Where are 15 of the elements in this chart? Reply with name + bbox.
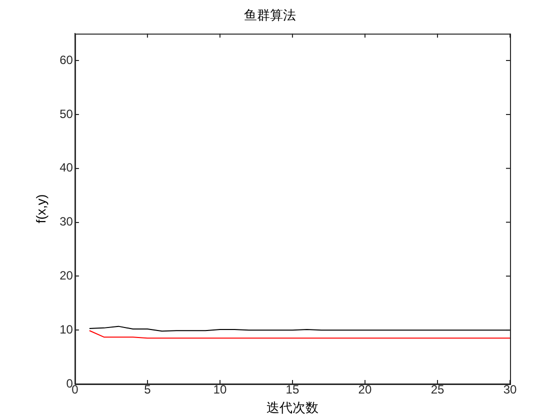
x-axis-title: 迭代次数 [266, 400, 318, 415]
y-tick-label: 50 [60, 106, 74, 121]
chart-title: 鱼群算法 [244, 7, 296, 22]
x-tick-label: 5 [144, 382, 152, 397]
y-tick-label: 40 [60, 160, 74, 175]
y-tick-label: 30 [60, 214, 74, 229]
y-tick-label: 20 [60, 268, 74, 282]
y-axis-title: f(x,y) [33, 194, 48, 224]
x-tick-label: 15 [286, 382, 300, 397]
x-tick-label: 20 [358, 382, 372, 397]
x-tick-label: 25 [430, 382, 444, 397]
x-tick-label: 10 [213, 382, 227, 397]
x-tick-label: 30 [503, 382, 517, 397]
y-tick-label: 60 [60, 52, 74, 67]
y-tick-label: 10 [60, 322, 74, 336]
